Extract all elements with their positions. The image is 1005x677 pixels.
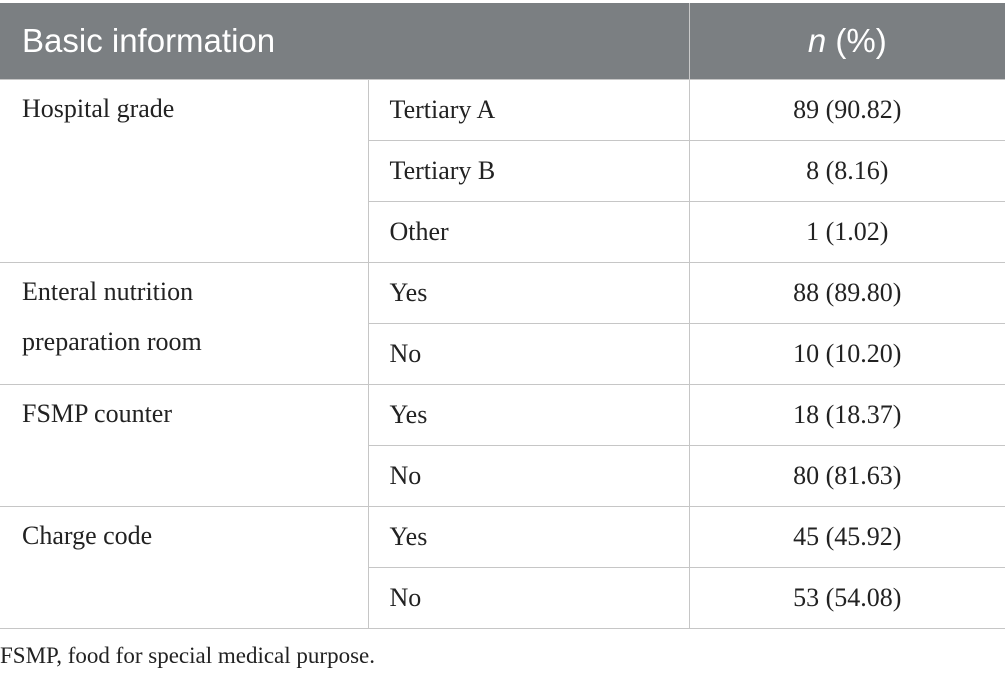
category-cell: Yes [367, 262, 690, 324]
group-label-text: Charge code [22, 521, 153, 550]
header-n: n [807, 22, 827, 59]
table-row: Tertiary B 8 (8.16) [0, 140, 1005, 202]
category-cell: No [368, 567, 690, 629]
header-basic-information: Basic information [0, 3, 690, 80]
group-label-text: FSMP counter [22, 399, 172, 428]
category-cell: Tertiary A [367, 79, 690, 141]
value-cell: 18 (18.37) [688, 384, 1005, 446]
group-label-charge-code: Charge code [0, 506, 369, 629]
header-percent: (%) [826, 22, 887, 59]
header-row: Basic information n (%) [0, 3, 1005, 80]
header-n-percent: n (%) [688, 3, 1005, 80]
table-row: Charge code Yes 45 (45.92) [0, 506, 1005, 629]
table-row: No 80 (81.63) [0, 445, 1005, 507]
category-cell: Yes [367, 506, 690, 568]
table-footnote: FSMP, food for special medical purpose. [0, 643, 375, 668]
category-cell: Other [368, 201, 690, 263]
table-row: Hospital grade Tertiary A 89 (90.82) [0, 79, 1005, 263]
group-label-fsmp-counter: FSMP counter [0, 384, 369, 507]
group-label-hospital-grade: Hospital grade [0, 79, 369, 263]
category-cell: No [368, 323, 690, 385]
group-label-enteral-nutrition: Enteral nutrition preparation room [0, 262, 369, 385]
value-cell: 1 (1.02) [688, 201, 1005, 263]
table-row: FSMP counter Yes 18 (18.37) [0, 384, 1005, 507]
group-label-text: Hospital grade [22, 94, 175, 123]
value-cell: 8 (8.16) [688, 140, 1005, 202]
value-cell: 10 (10.20) [688, 323, 1005, 385]
category-cell: Tertiary B [368, 140, 690, 202]
category-cell: Yes [367, 384, 690, 446]
data-table: Basic information n (%) Hospital grade T… [0, 3, 1005, 629]
table-row: Enteral nutrition preparation room Yes 88… [0, 262, 1005, 385]
group-label-line2: preparation room [22, 327, 202, 356]
value-cell: 88 (89.80) [688, 262, 1005, 324]
category-cell: No [368, 445, 690, 507]
table-row: No 53 (54.08) [0, 567, 1005, 629]
value-cell: 89 (90.82) [688, 79, 1005, 141]
group-label-line1: Enteral nutrition [22, 277, 194, 306]
value-cell: 45 (45.92) [688, 506, 1005, 568]
value-cell: 53 (54.08) [688, 567, 1005, 629]
value-cell: 80 (81.63) [688, 445, 1005, 507]
table-row: Other 1 (1.02) [0, 201, 1005, 263]
